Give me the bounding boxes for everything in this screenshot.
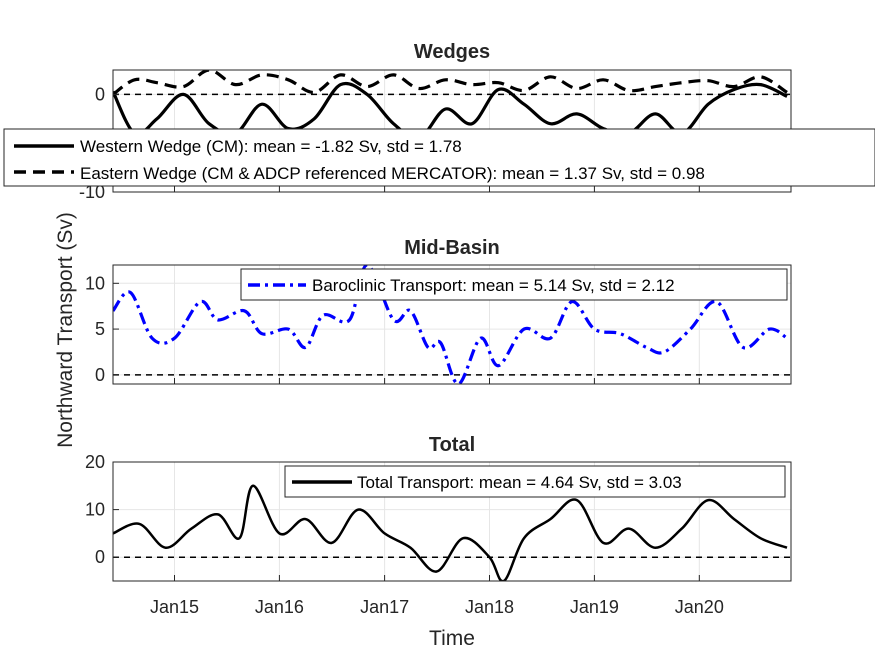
axes-total: 0 10 20 Jan15 Jan16 Jan17 Jan18 Jan19 Jan20 Tota… [85,434,792,617]
y-tick-label: -10 [79,182,105,202]
legend-wedges: Western Wedge (CM): mean = -1.82 Sv, std… [3,128,875,187]
y-tick-label: 5 [95,319,105,339]
legend-western-label: Western Wedge (CM): mean = -1.82 Sv, std… [80,137,462,156]
series-line-1-0 [113,265,788,384]
y-tick-label: 10 [85,500,105,520]
x-tick-label: Jan19 [570,597,619,617]
series-line-0-1 [113,70,788,96]
legend-total: Total Transport: mean = 4.64 Sv, std = 3… [284,465,786,498]
legend-eastern-label: Eastern Wedge (CM & ADCP referenced MERC… [80,164,705,183]
wedges-title: Wedges [414,41,490,63]
mid-basin-title: Mid-Basin [404,237,500,259]
y-tick-label: 0 [95,547,105,567]
total-title: Total [429,434,475,456]
legend-total-label: Total Transport: mean = 4.64 Sv, std = 3… [357,473,682,492]
y-tick-label: 0 [95,84,105,104]
x-tick-label: Jan20 [675,597,724,617]
legend-mid-basin: Baroclinic Transport: mean = 5.14 Sv, st… [240,268,788,301]
legend-baroclinic-label: Baroclinic Transport: mean = 5.14 Sv, st… [312,276,675,295]
y-tick-label: 20 [85,452,105,472]
x-tick-label: Jan15 [150,597,199,617]
x-axis-label: Time [429,627,475,650]
x-tick-label: Jan16 [255,597,304,617]
y-tick-label: 0 [95,365,105,385]
y-tick-label: 10 [85,273,105,293]
x-tick-label: Jan17 [360,597,409,617]
y-axis-label: Northward Transport (Sv) [54,212,77,448]
x-tick-label: Jan18 [465,597,514,617]
series-line-2-0 [113,484,788,581]
axes-mid-basin: 0 5 10 Mid-Basin [85,237,792,385]
